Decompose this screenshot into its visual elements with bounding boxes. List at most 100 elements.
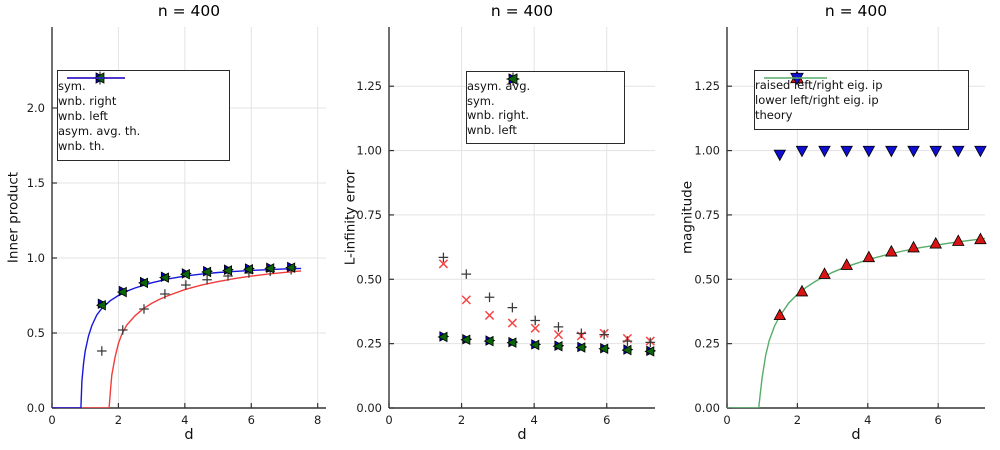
legend-label: asym. avg. th.: [58, 123, 141, 138]
marker-triangle-up: [818, 267, 831, 279]
marker-plus: [139, 304, 149, 314]
marker-triangle-left: [529, 339, 540, 351]
y-tick-label: 0.25: [356, 337, 382, 351]
marker-plus: [438, 252, 449, 263]
legend-item: wnb. th.: [58, 77, 229, 154]
marker-plus: [160, 289, 170, 299]
legend-label: sym.: [58, 78, 86, 93]
marker-triangle-left: [506, 73, 518, 85]
legend-marker-triangle-down-icon: [790, 72, 804, 85]
series-scatter: [773, 232, 987, 321]
marker-triangle-left: [460, 334, 471, 346]
marker-plus: [202, 274, 212, 285]
marker-triangle-left: [285, 262, 296, 273]
legend-label: wnb. left: [58, 108, 108, 123]
marker-plus: [97, 346, 107, 356]
x-tick-label: 4: [530, 413, 537, 427]
marker-triangle-left: [644, 346, 655, 357]
x-tick-label: 4: [181, 413, 188, 427]
plot2-legend: asym. avg. sym. wnb. right. wnb. left: [466, 71, 625, 144]
legend-line-swatch: [764, 77, 827, 79]
plot1-legend: sym. wnb. right wnb. left asym. avg. th. wnb…: [57, 70, 230, 161]
x-tick-label: 6: [935, 413, 942, 427]
x-tick-label: 0: [385, 413, 392, 427]
marker-x: [484, 310, 495, 320]
marker-plus: [599, 329, 609, 340]
legend-item: asym. avg. th.: [58, 77, 229, 139]
marker-triangle-up: [885, 244, 898, 257]
marker-triangle-up: [951, 234, 965, 246]
x-tick-label: 0: [723, 413, 730, 427]
y-tick-label: 0.75: [694, 208, 720, 222]
x-tick-label: 2: [115, 413, 122, 427]
marker-triangle-down: [974, 145, 987, 158]
y-tick-label: 1.00: [694, 144, 720, 158]
legend-item: theory: [755, 77, 968, 124]
y-tick-label: 2.0: [27, 101, 45, 115]
legend-label: raised left/right eig. ip: [755, 77, 883, 92]
y-tick-label: 0.00: [356, 401, 382, 415]
y-tick-label: 0.00: [694, 401, 720, 415]
y-tick-label: 0.5: [27, 326, 45, 340]
marker-triangle-left: [201, 266, 212, 278]
marker-triangle-down: [885, 145, 898, 158]
legend-label: wnb. left: [467, 122, 517, 137]
plot2-title: n = 400: [490, 2, 554, 20]
x-tick-label: 8: [314, 413, 321, 427]
legend-marker-triangle-left-icon: [506, 73, 518, 85]
marker-triangle-left: [483, 335, 494, 347]
y-tick-label: 1.0: [27, 251, 45, 265]
plot2-ylabel: L-infinity error: [342, 169, 359, 266]
marker-triangle-left: [264, 263, 275, 274]
y-tick-label: 0.50: [356, 272, 382, 286]
plot3-ylabel: magnitude: [679, 180, 696, 255]
marker-triangle-left: [116, 286, 127, 298]
subplot-2: 0 2 4 6 0.00 0.25 0.50 0.75 1.00 1.25: [356, 27, 657, 427]
plot2-xlabel: d: [517, 427, 527, 443]
marker-triangle-down: [840, 145, 853, 158]
plot1-xlabel: d: [184, 427, 194, 443]
marker-triangle-down: [818, 145, 831, 158]
marker-plus: [507, 302, 518, 313]
plot3-title: n = 400: [824, 2, 888, 20]
x-tick-label: 2: [458, 413, 465, 427]
plot1-title: n = 400: [157, 2, 221, 20]
marker-plus: [181, 280, 191, 290]
series-scatter: [437, 331, 655, 357]
marker-triangle-down: [907, 145, 920, 158]
legend-label: sym.: [467, 93, 495, 108]
subplot-1: 0 2 4 6 8 0.0 0.5 1.0 1.5 2.0: [27, 27, 326, 427]
series-scatter: [438, 252, 656, 348]
marker-triangle-left: [243, 263, 253, 275]
legend-label: lower left/right eig. ip: [755, 93, 879, 108]
marker-triangle-down: [773, 149, 787, 162]
plot3-legend: raised left/right eig. ip lower left/righ…: [754, 70, 969, 130]
legend-item: wnb. right.: [467, 73, 624, 124]
plot3-xlabel: d: [851, 427, 861, 443]
series-scatter: [95, 262, 296, 311]
marker-plus: [117, 325, 128, 335]
marker-triangle-down: [862, 145, 876, 158]
marker-triangle-up: [773, 308, 787, 321]
marker-triangle-left: [159, 272, 169, 283]
marker-triangle-left: [138, 277, 148, 289]
series-line: [52, 267, 302, 408]
y-tick-label: 1.5: [27, 176, 45, 190]
y-tick-label: 1.00: [356, 144, 382, 158]
legend-item: wnb. right: [58, 72, 229, 109]
marker-triangle-left: [179, 268, 190, 280]
marker-triangle-left: [621, 344, 632, 356]
marker-plus: [530, 315, 541, 326]
marker-plus: [484, 292, 495, 303]
marker-triangle-up: [840, 258, 853, 270]
x-tick-label: 6: [248, 413, 255, 427]
marker-plus: [576, 328, 587, 339]
marker-plus: [553, 322, 564, 332]
plot1-ylabel: Inner product: [5, 171, 22, 264]
marker-triangle-up: [929, 236, 942, 249]
legend-label: theory: [755, 108, 793, 123]
series-scatter: [97, 264, 296, 356]
legend-label: asym. avg.: [467, 79, 531, 93]
